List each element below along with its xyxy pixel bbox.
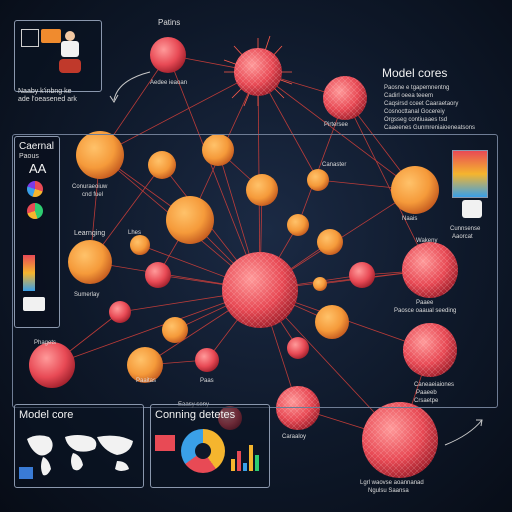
label-caneaeiaiones: Caneaeiaiones <box>414 382 455 388</box>
left-panel-title-3: AA <box>29 161 47 176</box>
label-paaitas: Paaitas <box>136 378 157 384</box>
donut-hole <box>195 443 211 459</box>
node-orange-tiny-3 <box>287 214 309 236</box>
node-naais <box>391 166 439 214</box>
label-caraaloy: Caraaloy <box>282 434 307 440</box>
label-bottom-right-1: Lgrl waovse aoannanad <box>360 480 424 486</box>
model-cores-item: Orgsseg contiuaaes tsd <box>384 117 448 123</box>
label-paaeeb: Paaeeb <box>416 390 437 396</box>
model-cores-item: Cosnocttanal Gocereiy <box>384 109 445 115</box>
label-similarity: Sumerlay <box>74 292 100 298</box>
node-patins <box>150 37 186 73</box>
label-phagets: Phagets <box>34 340 57 346</box>
node-pirtersee-mesh <box>323 76 367 120</box>
label-cnd-fuel: cnd fuel <box>82 192 104 198</box>
node-orange-tiny-2 <box>130 235 150 255</box>
link <box>297 97 346 226</box>
link <box>344 97 431 271</box>
main-frame <box>12 134 498 408</box>
label-learning: Learnging <box>74 230 106 237</box>
curved-arrow-bottom <box>444 419 483 446</box>
node-orange-small-4 <box>162 317 188 343</box>
left-panel-title-1: Caernal <box>19 141 55 152</box>
model-cores-item: Paosne e tgapemnentng <box>384 85 450 91</box>
label-lhes: Lhes <box>128 230 142 236</box>
label-aaorcat: Aaorcat <box>452 234 473 240</box>
scientist-illustration-icon <box>57 31 83 75</box>
model-cores-item: Caaeenes Gunmreniaioeneatsons <box>384 125 476 131</box>
arrow-head-bottom <box>476 419 483 427</box>
node-bottom-right-core-mesh <box>362 402 438 478</box>
node-central-core-mesh <box>222 252 298 328</box>
node-caraaloy-mesh <box>276 386 320 430</box>
node-paas <box>195 348 219 372</box>
model-core-title: Model core <box>19 409 74 421</box>
node-orange-small-2 <box>202 134 234 166</box>
node-phagets <box>29 342 75 388</box>
curved-arrow-top <box>113 71 151 101</box>
flag-icon <box>19 467 33 479</box>
model-cores-title: Model cores <box>382 66 448 80</box>
model-cores-list: Paosne e tgapemnentng Cadirl oeea teeem … <box>384 84 475 132</box>
node-orange-small-1 <box>148 151 176 179</box>
coming-panel: Conning detetes <box>150 404 270 488</box>
window-icon <box>21 29 39 47</box>
model-cores-item: Caqsirsd cceet Caaraetaory <box>384 101 459 107</box>
arrow-head-top <box>109 94 119 103</box>
node-cunnsense <box>317 229 343 255</box>
label-pirtersee: Pirtersee <box>324 122 349 128</box>
label-paosce: Paosce oaaual seeding <box>394 308 457 314</box>
top-left-caption-1: Naaby k'inbng ke <box>18 88 72 95</box>
right-person-icon <box>462 200 482 218</box>
left-panel: Caernal Paous AA <box>14 136 60 328</box>
node-red-small-3 <box>109 301 131 323</box>
label-patins: Patins <box>158 18 181 27</box>
right-gradient-card-icon <box>452 150 488 198</box>
label-paaee: Paaee <box>416 300 434 306</box>
left-panel-title-2: Paous <box>19 153 39 160</box>
node-paaitas <box>127 347 163 383</box>
model-core-panel: Model core <box>14 404 144 488</box>
node-orange-small-5 <box>315 305 349 339</box>
top-left-caption-2: ade l'oeasened ark <box>18 96 77 103</box>
label-paas: Paas <box>200 378 214 384</box>
label-crsaetpe: Crsaetpe <box>414 398 439 404</box>
gradient-bar-icon <box>23 255 35 291</box>
top-left-panel <box>14 20 102 92</box>
node-canaasiiones-mesh <box>403 323 457 377</box>
pie-chart-icon <box>27 181 43 197</box>
label-naais: Naais <box>402 216 418 222</box>
node-orange-tiny-1 <box>307 169 329 191</box>
node-red-small-1 <box>145 262 171 288</box>
node-similarity <box>68 240 112 284</box>
link <box>99 71 259 156</box>
world-map-icon <box>27 435 133 476</box>
model-cores-item: Cadirl oeea teeem <box>384 93 434 99</box>
node-red-small-2 <box>349 262 375 288</box>
tools-icon <box>41 29 61 43</box>
pie-chart-icon-2 <box>27 203 43 219</box>
coming-title: Conning detetes <box>155 409 236 421</box>
node-orange-small-3 <box>246 174 278 206</box>
person-illustration-icon <box>23 297 45 311</box>
node-top-hub-mesh <box>234 48 282 96</box>
link <box>257 71 416 191</box>
node-red-small-4 <box>287 337 309 359</box>
small-card-icon <box>155 435 175 451</box>
link <box>167 54 261 291</box>
label-node-top-small: Aedee ieaoan <box>150 80 188 86</box>
label-canaster: Canaster <box>322 162 347 168</box>
label-cunnsense: Cunnsense <box>450 226 481 232</box>
bar-chart-icon <box>231 441 261 471</box>
node-orange-dot <box>313 277 327 291</box>
label-bottom-right-2: Ngulsu Saansa <box>368 488 409 494</box>
node-wakeny-mesh <box>402 242 458 298</box>
node-conuraeoiuw <box>76 131 124 179</box>
label-conuraeoiuw: Conuraeoiuw <box>72 184 108 190</box>
label-wakeny: Wakeny <box>416 238 438 244</box>
node-learning-hub <box>166 196 214 244</box>
